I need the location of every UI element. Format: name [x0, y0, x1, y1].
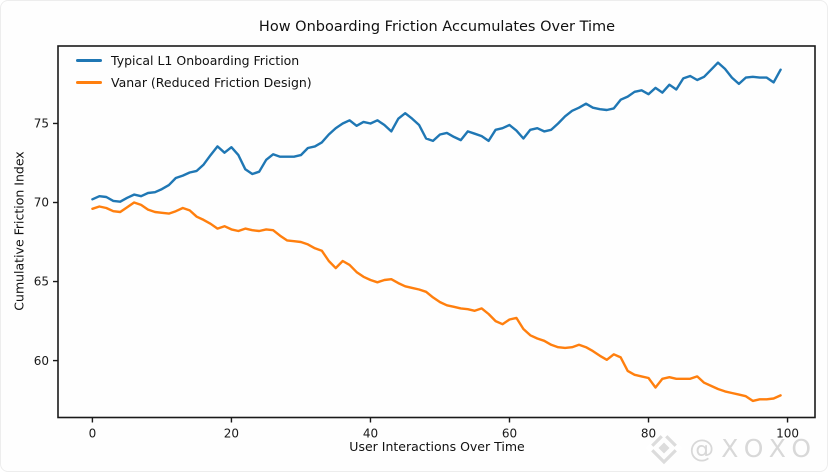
y-tick-label: 65	[34, 275, 49, 289]
legend-line-sample-orange	[76, 81, 102, 84]
legend-item-vanar: Vanar (Reduced Friction Design)	[76, 75, 312, 90]
legend-line-sample-blue	[76, 59, 102, 62]
x-tick-label: 20	[224, 427, 239, 441]
chart-title: How Onboarding Friction Accumulates Over…	[258, 19, 616, 35]
x-tick-label: 60	[502, 427, 517, 441]
legend-label: Vanar (Reduced Friction Design)	[111, 75, 312, 90]
series-line-0	[91, 61, 782, 203]
x-tick-label: 100	[776, 427, 799, 441]
x-axis-label: User Interactions Over Time	[349, 439, 525, 454]
y-tick-label: 60	[34, 354, 49, 368]
series-line-1	[91, 201, 782, 403]
y-tick-label: 70	[34, 196, 49, 210]
x-tick-label: 40	[363, 427, 378, 441]
y-tick-label: 75	[34, 117, 49, 131]
legend-item-typical-l1: Typical L1 Onboarding Friction	[76, 53, 312, 68]
axes-frame	[57, 45, 816, 419]
legend: Typical L1 Onboarding Friction Vanar (Re…	[76, 53, 312, 90]
legend-label: Typical L1 Onboarding Friction	[111, 53, 300, 68]
x-tick-label: 0	[89, 427, 97, 441]
